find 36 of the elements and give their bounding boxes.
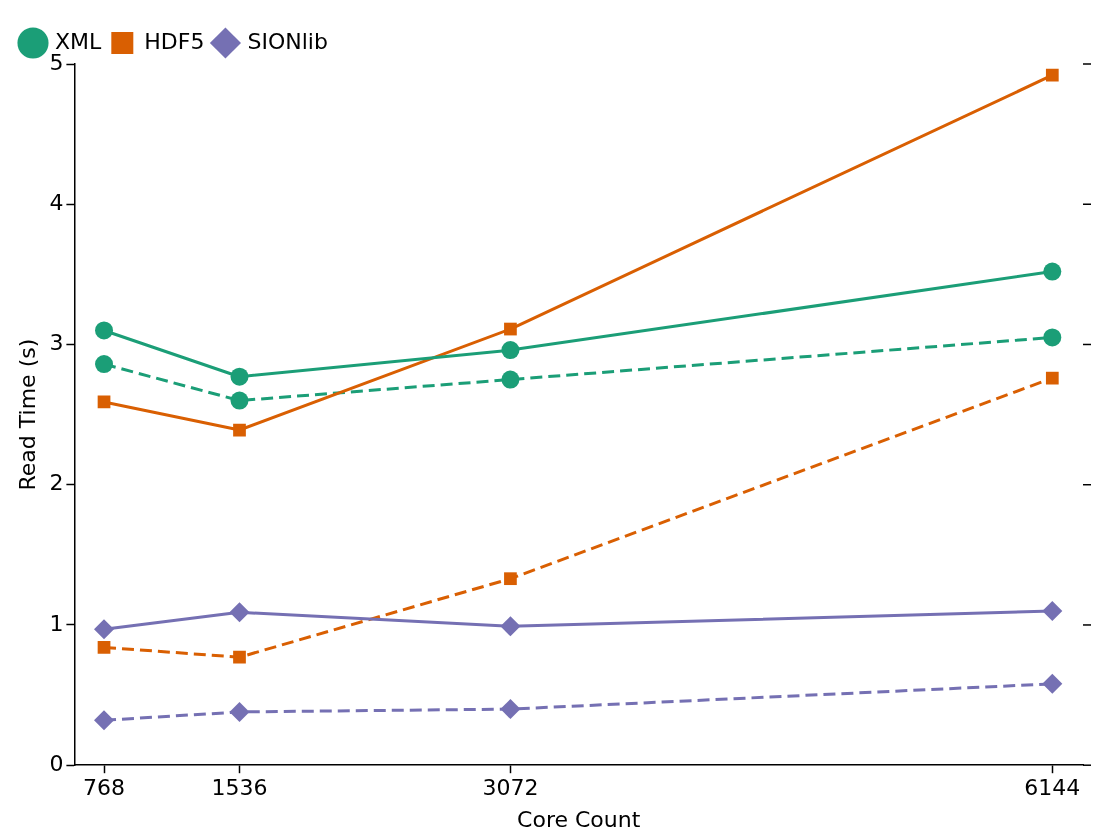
point [1042,600,1063,621]
point [233,650,246,664]
y-tick-label: 0 [49,750,64,776]
point [94,619,115,640]
point [233,423,246,437]
x-tick-label: 3072 [482,775,539,801]
point [95,355,114,374]
point [230,391,249,410]
point [1043,328,1062,347]
point [500,616,521,637]
x-tick-label: 768 [83,775,126,801]
point [500,699,521,720]
y-tick-label: 3 [49,330,64,356]
point [229,701,250,722]
point [94,710,115,731]
point [501,370,520,389]
point [1042,673,1063,694]
point [1045,371,1059,385]
point [230,367,249,386]
point [504,572,517,586]
y-tick-label: 2 [49,470,64,496]
point [1043,262,1062,281]
x-axis-title: Core Count [517,806,641,828]
y-axis-title: Read Time (s) [14,338,40,491]
point [501,341,520,360]
x-tick-label: 1536 [211,775,268,801]
legend-label: SIONlib [247,28,328,54]
y-tick-label: 4 [49,189,64,215]
point [229,602,250,623]
legend-label: HDF5 [144,28,205,54]
point [97,641,111,654]
x-tick-label: 6144 [1024,775,1081,801]
y-tick-label: 1 [49,610,64,636]
point [95,321,114,340]
point [1045,68,1059,82]
point [504,322,517,336]
